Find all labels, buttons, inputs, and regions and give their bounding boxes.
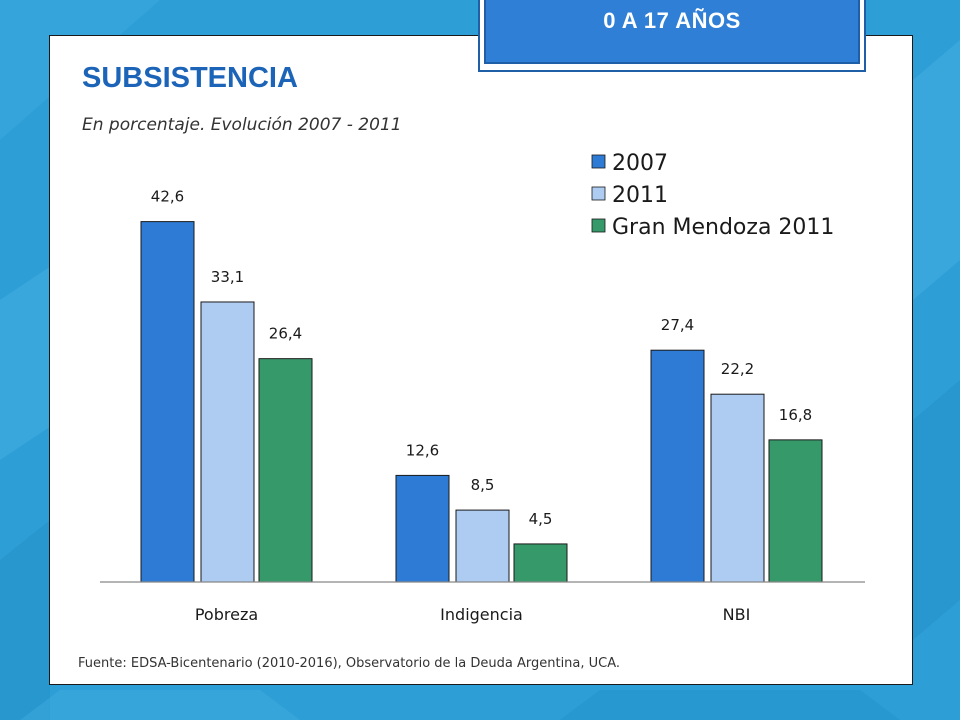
legend: 2007 2011 Gran Mendoza 2011 xyxy=(591,151,834,240)
badge-label: 0 A 17 AÑOS xyxy=(603,8,741,33)
source-note: Fuente: EDSA-Bicentenario (2010-2016), O… xyxy=(78,656,621,671)
category-label-indigencia: Indigencia xyxy=(440,605,523,624)
data-label: 16,8 xyxy=(779,406,812,424)
category-label-pobreza: Pobreza xyxy=(195,605,258,624)
badge xyxy=(484,0,860,64)
data-label: 33,1 xyxy=(211,268,244,286)
data-label: 42,6 xyxy=(151,188,184,206)
bar-pobreza-2007 xyxy=(140,221,195,583)
bar-indigencia-2011 xyxy=(455,509,510,583)
bar-nbi-2011 xyxy=(710,393,765,583)
legend-label: 2007 xyxy=(612,151,668,176)
data-label: 22,2 xyxy=(721,360,754,378)
legend-swatch-2011 xyxy=(591,186,606,201)
bar-nbi-2007 xyxy=(650,349,705,583)
data-label: 26,4 xyxy=(269,325,302,343)
bar-pobreza-gran-mendoza-2011 xyxy=(258,358,313,583)
data-label: 8,5 xyxy=(471,476,495,494)
bar-nbi-gran-mendoza-2011 xyxy=(768,439,823,583)
data-label: 4,5 xyxy=(529,510,553,528)
legend-label: Gran Mendoza 2011 xyxy=(612,215,834,240)
bar-indigencia-gran-mendoza-2011 xyxy=(513,543,568,583)
chart-subtitle: En porcentaje. Evolución 2007 - 2011 xyxy=(82,115,402,135)
category-label-nbi: NBI xyxy=(723,605,751,624)
bars-layer xyxy=(140,221,823,583)
legend-label: 2011 xyxy=(612,183,668,208)
legend-swatch-gran-mendoza-2011 xyxy=(591,218,606,233)
page-title: SUBSISTENCIA xyxy=(82,62,298,94)
labels-layer: 42,6 33,1 26,4 Pobreza 12,6 8,5 4,5 Indigencia 2… xyxy=(151,188,812,624)
data-label: 12,6 xyxy=(406,441,439,459)
bar-pobreza-2011 xyxy=(200,301,255,583)
data-label: 27,4 xyxy=(661,316,694,334)
legend-swatch-2007 xyxy=(591,154,606,169)
bar-indigencia-2007 xyxy=(395,474,450,583)
